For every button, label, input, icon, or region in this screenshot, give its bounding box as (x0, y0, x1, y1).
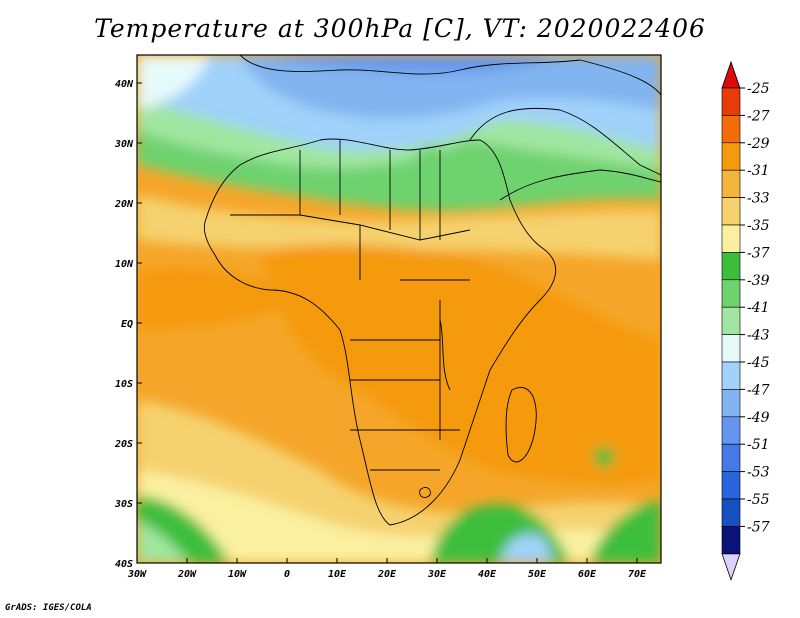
colorbar-swatch (721, 115, 741, 144)
colorbar-swatch (721, 416, 741, 445)
lon-tick-label: 30W (127, 569, 147, 580)
chart-title: Temperature at 300hPa [C], VT: 202002240… (94, 14, 706, 43)
lat-tick-label: 30N (114, 139, 134, 150)
lat-tick-label: 30S (114, 499, 133, 510)
colorbar: -25 -27 -29 -31 -33 -35 -37 -39 -41 -43 -45 -47 -49 -… (721, 60, 770, 582)
colorbar-label: -51 (747, 437, 770, 453)
colorbar-swatch (721, 87, 741, 116)
colorbar-swatch (721, 389, 741, 418)
colorbar-swatch (721, 443, 741, 472)
colorbar-label: -43 (747, 328, 770, 344)
colorbar-swatch (721, 471, 741, 500)
temperature-field (137, 55, 661, 563)
colorbar-label: -45 (747, 355, 770, 371)
longitude-ticks: 30W 20W 10W 0 10E 20E 30E 40E 50E 60E 70E (127, 558, 647, 580)
colorbar-label: -39 (747, 273, 770, 289)
coastlines (203, 55, 661, 526)
colorbar-label: -27 (747, 108, 770, 124)
colorbar-swatch (721, 306, 741, 335)
latitude-ticks: 40N 30N 20N 10N EQ 10S 20S 30S 40S (114, 79, 142, 570)
colorbar-swatch (721, 526, 741, 555)
colorbar-swatch (721, 197, 741, 226)
lon-tick-label: 10W (228, 569, 247, 580)
lon-tick-label: 50E (528, 569, 547, 580)
colorbar-label: -49 (747, 410, 770, 426)
grads-credit: GrADS: IGES/COLA (5, 603, 92, 613)
colorbar-label: -47 (747, 382, 770, 398)
colorbar-label: -29 (747, 136, 770, 152)
lon-tick-label: 0 (284, 569, 290, 580)
lon-tick-label: 60E (578, 569, 597, 580)
colorbar-label: -35 (747, 218, 770, 234)
lat-tick-label: 10S (115, 379, 133, 390)
colorbar-swatch (721, 224, 741, 253)
lon-tick-label: 40E (478, 569, 497, 580)
colorbar-label: -55 (747, 492, 770, 508)
colorbar-top-arrow (721, 60, 741, 89)
colorbar-swatch (721, 498, 741, 527)
colorbar-swatch (721, 169, 741, 198)
colorbar-label: -57 (747, 519, 770, 535)
lat-tick-label: EQ (121, 319, 133, 330)
colorbar-label: -41 (747, 300, 770, 316)
colorbar-swatch (721, 334, 741, 363)
map-frame (136, 54, 662, 564)
lon-tick-label: 70E (628, 569, 647, 580)
colorbar-label: -25 (747, 81, 770, 97)
lon-tick-label: 30E (427, 569, 447, 580)
lat-tick-label: 10N (115, 259, 134, 270)
lon-tick-label: 20W (177, 569, 197, 580)
colorbar-bottom-arrow (721, 553, 741, 582)
colorbar-swatch (721, 279, 741, 308)
colorbar-label: -31 (747, 163, 770, 179)
colorbar-label: -37 (747, 245, 770, 261)
colorbar-label: -33 (747, 191, 770, 207)
lat-tick-label: 40S (115, 559, 133, 570)
colorbar-swatch (721, 142, 741, 171)
colorbar-swatch (721, 252, 741, 281)
colorbar-swatch (721, 361, 741, 390)
lon-tick-label: 10E (328, 569, 347, 580)
colorbar-label: -53 (747, 465, 770, 481)
lat-tick-label: 20S (114, 439, 133, 450)
lat-tick-label: 40N (115, 79, 134, 90)
lon-tick-label: 20E (377, 569, 397, 580)
lat-tick-label: 20N (114, 199, 134, 210)
